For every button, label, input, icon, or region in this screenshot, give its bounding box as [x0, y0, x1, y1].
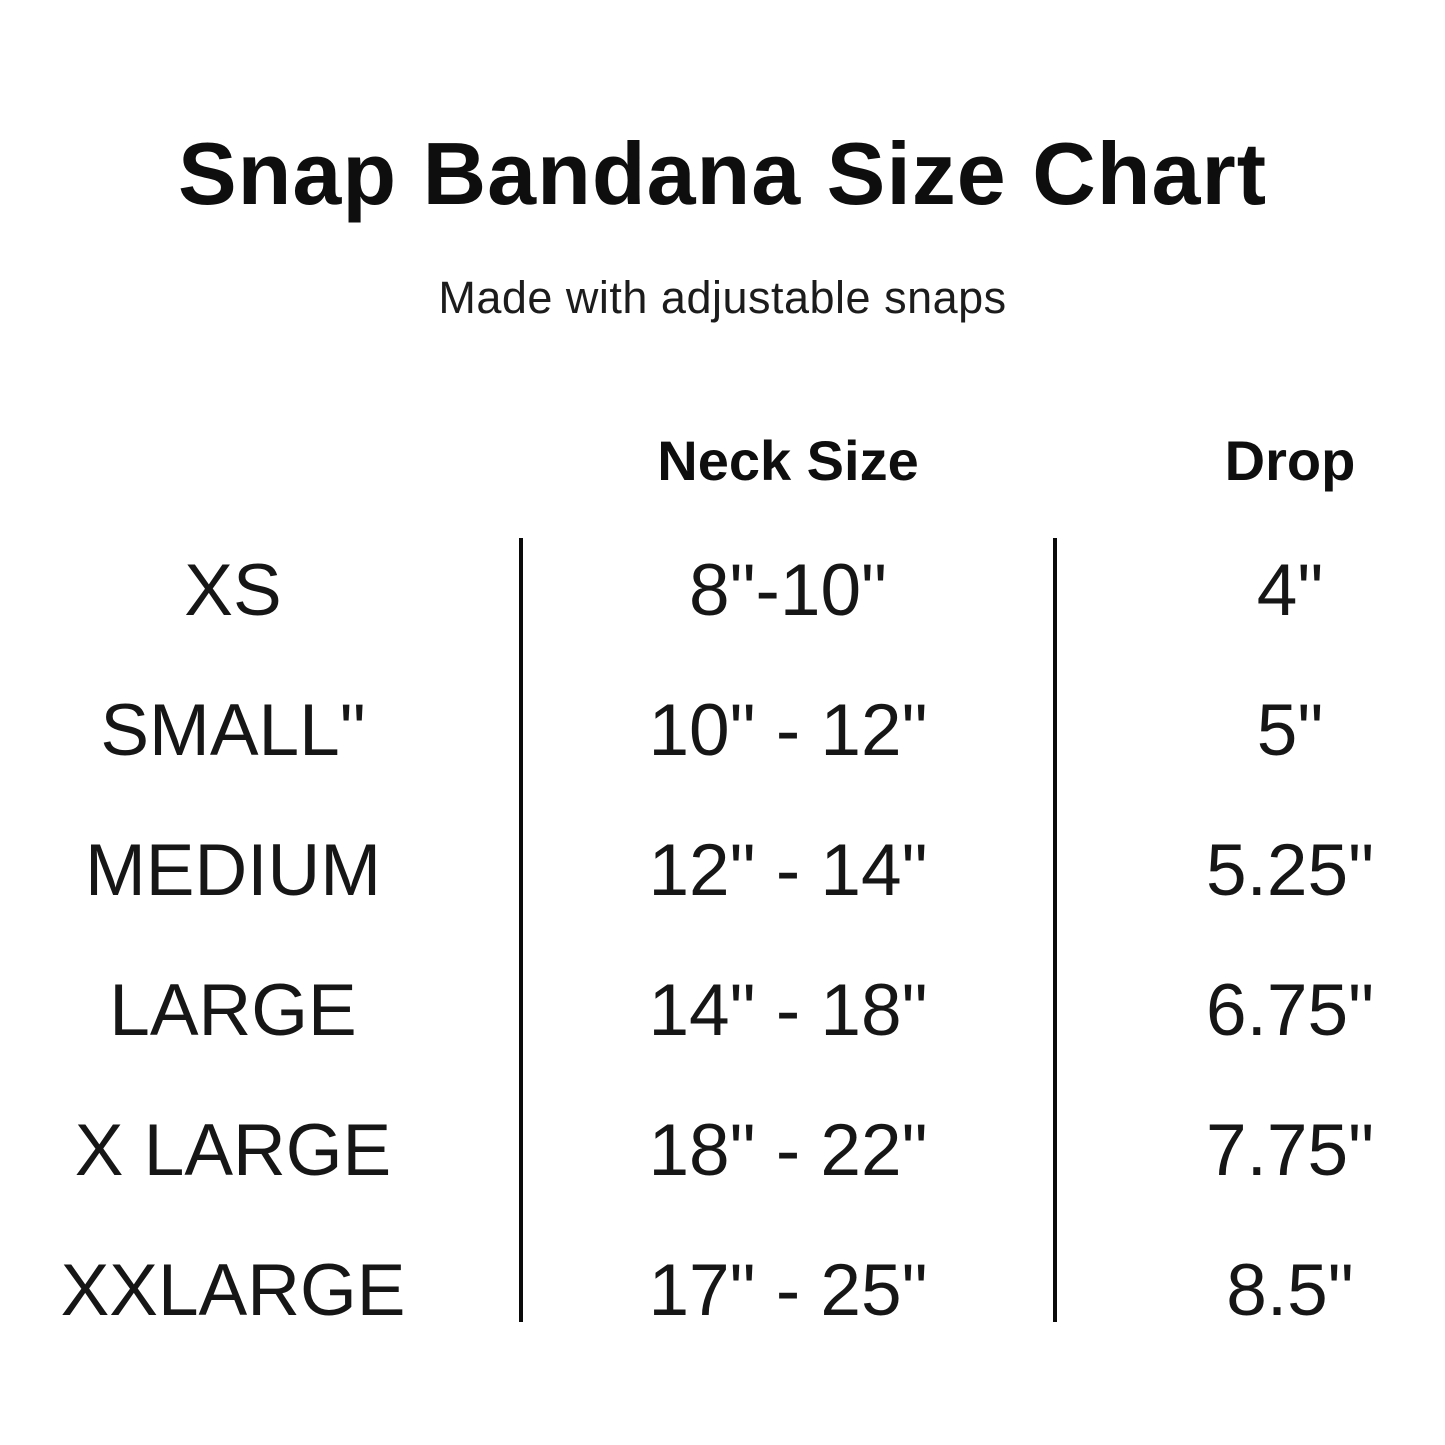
page-title: Snap Bandana Size Chart — [177, 124, 1267, 223]
row-drop-value: 7.75" — [1206, 1109, 1374, 1191]
row-drop-value: 4" — [1256, 549, 1324, 631]
row-neck-value: 14" - 18" — [648, 969, 928, 1051]
row-neck-value: 8"-10" — [689, 549, 887, 631]
row-drop-value: 5.25" — [1206, 829, 1374, 911]
row-neck-value: 12" - 14" — [648, 829, 928, 911]
header-drop: Drop — [1224, 428, 1356, 492]
page-subtitle: Made with adjustable snaps — [438, 272, 1007, 323]
row-neck-value: 18" - 22" — [648, 1109, 928, 1191]
row-size-label: XXLARGE — [60, 1249, 406, 1331]
row-size-label: MEDIUM — [84, 829, 382, 911]
size-chart-table: Neck Size Drop XS 8"-10" 4" SMALL" 10" -… — [0, 400, 1445, 1360]
row-drop-value: 5" — [1256, 689, 1324, 771]
row-neck-value: 17" - 25" — [648, 1249, 928, 1331]
column-divider-left — [519, 538, 523, 1322]
column-divider-right — [1053, 538, 1057, 1322]
row-size-label: X LARGE — [74, 1109, 392, 1191]
row-size-label: LARGE — [109, 969, 357, 1051]
header-neck-size: Neck Size — [657, 428, 919, 492]
row-drop-value: 8.5" — [1226, 1249, 1354, 1331]
row-size-label: SMALL" — [100, 689, 366, 771]
row-drop-value: 6.75" — [1206, 969, 1374, 1051]
row-neck-value: 10" - 12" — [648, 689, 928, 771]
row-size-label: XS — [184, 549, 282, 631]
header-size-blank — [0, 400, 521, 520]
